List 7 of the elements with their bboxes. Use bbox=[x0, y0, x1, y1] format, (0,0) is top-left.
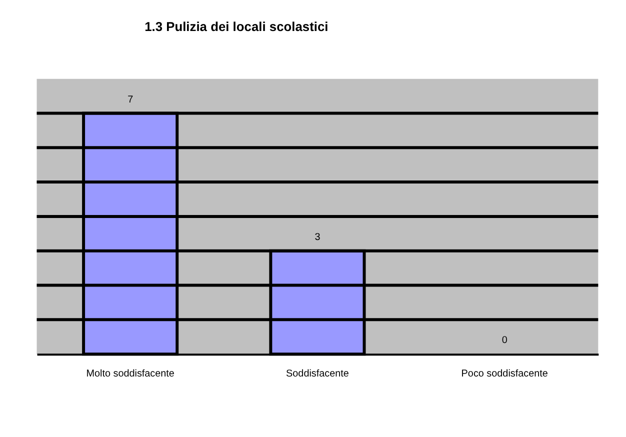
chart-title: 1.3 Pulizia dei locali scolastici bbox=[144, 19, 328, 34]
x-tick-label: Molto soddisfacente bbox=[86, 368, 175, 380]
data-label: 7 bbox=[128, 94, 134, 106]
data-label: 0 bbox=[502, 335, 508, 346]
data-label: 3 bbox=[314, 232, 321, 243]
x-tick-label: Soddisfacente bbox=[286, 368, 350, 380]
x-tick-label: Poco soddisfacente bbox=[461, 368, 548, 380]
